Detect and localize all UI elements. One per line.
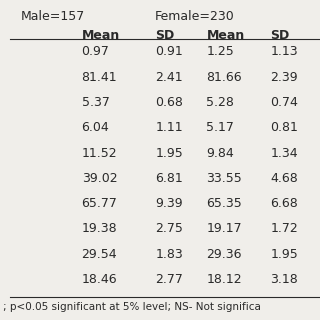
Text: Male=157: Male=157 xyxy=(21,10,85,23)
Text: 1.95: 1.95 xyxy=(155,147,183,160)
Text: 1.83: 1.83 xyxy=(155,248,183,261)
Text: 1.25: 1.25 xyxy=(206,45,234,59)
Text: Female=230: Female=230 xyxy=(155,10,235,23)
Text: 18.46: 18.46 xyxy=(82,273,117,286)
Text: 2.41: 2.41 xyxy=(155,71,183,84)
Text: 5.37: 5.37 xyxy=(82,96,109,109)
Text: 6.68: 6.68 xyxy=(270,197,298,210)
Text: 1.72: 1.72 xyxy=(270,222,298,236)
Text: 0.81: 0.81 xyxy=(270,121,298,134)
Text: 11.52: 11.52 xyxy=(82,147,117,160)
Text: 29.54: 29.54 xyxy=(82,248,117,261)
Text: 39.02: 39.02 xyxy=(82,172,117,185)
Text: 29.36: 29.36 xyxy=(206,248,242,261)
Text: 0.91: 0.91 xyxy=(155,45,183,59)
Text: 0.97: 0.97 xyxy=(82,45,109,59)
Text: 4.68: 4.68 xyxy=(270,172,298,185)
Text: 2.75: 2.75 xyxy=(155,222,183,236)
Text: 5.17: 5.17 xyxy=(206,121,234,134)
Text: 19.17: 19.17 xyxy=(206,222,242,236)
Text: Mean: Mean xyxy=(206,29,245,42)
Text: 65.77: 65.77 xyxy=(82,197,117,210)
Text: 1.11: 1.11 xyxy=(155,121,183,134)
Text: ; p<0.05 significant at 5% level; NS- Not significa: ; p<0.05 significant at 5% level; NS- No… xyxy=(3,302,261,312)
Text: 81.66: 81.66 xyxy=(206,71,242,84)
Text: 9.84: 9.84 xyxy=(206,147,234,160)
Text: 0.68: 0.68 xyxy=(155,96,183,109)
Text: 1.95: 1.95 xyxy=(270,248,298,261)
Text: 65.35: 65.35 xyxy=(206,197,242,210)
Text: 18.12: 18.12 xyxy=(206,273,242,286)
Text: 6.81: 6.81 xyxy=(155,172,183,185)
Text: 1.13: 1.13 xyxy=(270,45,298,59)
Text: 33.55: 33.55 xyxy=(206,172,242,185)
Text: Mean: Mean xyxy=(82,29,120,42)
Text: 2.77: 2.77 xyxy=(155,273,183,286)
Text: 0.74: 0.74 xyxy=(270,96,298,109)
Text: 2.39: 2.39 xyxy=(270,71,298,84)
Text: 1.34: 1.34 xyxy=(270,147,298,160)
Text: 5.28: 5.28 xyxy=(206,96,234,109)
Text: SD: SD xyxy=(270,29,290,42)
Text: 6.04: 6.04 xyxy=(82,121,109,134)
Text: 9.39: 9.39 xyxy=(155,197,183,210)
Text: SD: SD xyxy=(155,29,174,42)
Text: 3.18: 3.18 xyxy=(270,273,298,286)
Text: 81.41: 81.41 xyxy=(82,71,117,84)
Text: 19.38: 19.38 xyxy=(82,222,117,236)
